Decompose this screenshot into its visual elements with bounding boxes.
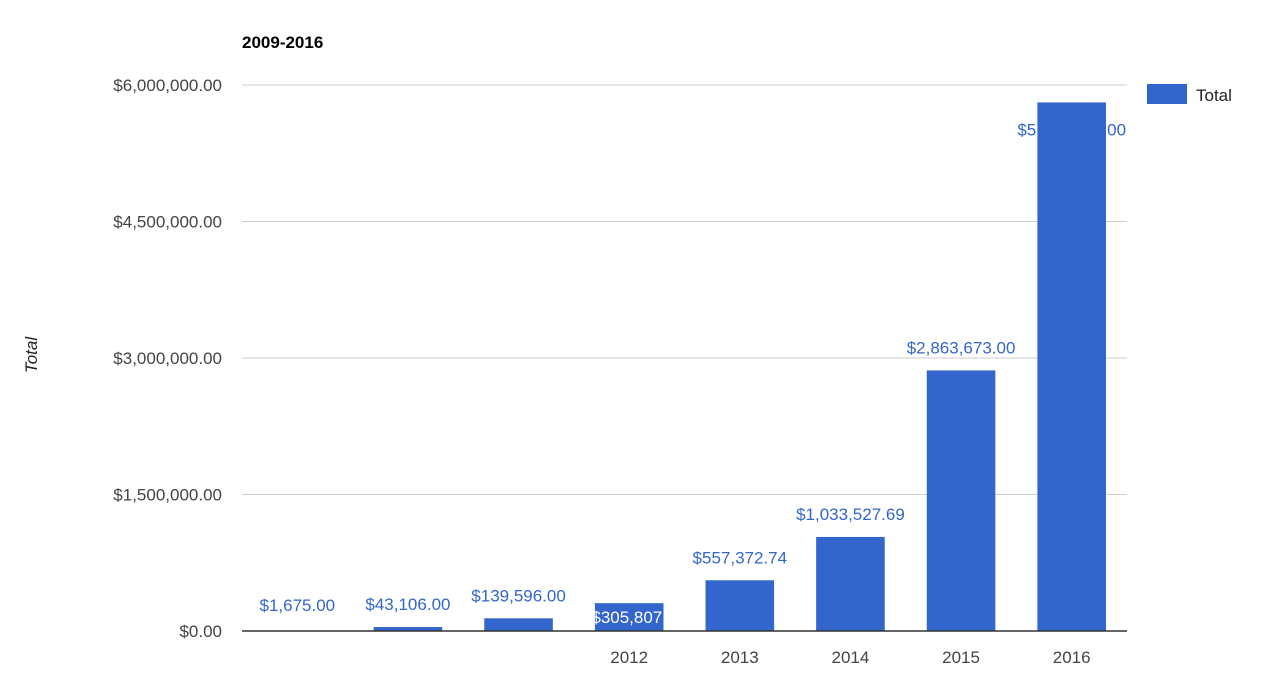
bar-data-label: $305,807.: [591, 608, 667, 627]
bar-data-label: $43,106.00: [365, 595, 450, 614]
bar-data-label: $2,863,673.00: [907, 338, 1016, 357]
x-axis-tick-labels: 2012 2013 2014 2015 2016: [610, 648, 1090, 667]
y-axis-title: Total: [22, 336, 41, 373]
chart-title: 2009-2016: [242, 33, 323, 52]
x-tick-label: 2014: [832, 648, 870, 667]
data-labels: $1,675.00 $43,106.00 $139,596.00 $305,807. $…: [259, 120, 1126, 627]
x-tick-label: 2012: [610, 648, 648, 667]
y-axis-tick-labels: $0.00 $1,500,000.00 $3,000,000.00 $4,500,00…: [113, 76, 222, 641]
bar: [484, 618, 553, 631]
legend-swatch-total: [1147, 84, 1187, 104]
bar: [594, 603, 664, 631]
legend-label-total: Total: [1196, 86, 1232, 105]
bar-data-label: $5,808,460.00: [1017, 120, 1126, 139]
bar: [816, 536, 885, 631]
x-tick-label: 2013: [721, 648, 759, 667]
y-tick-label: $0.00: [179, 622, 222, 641]
y-tick-label: $3,000,000.00: [113, 349, 222, 368]
bar-data-label: $1,675.00: [259, 596, 335, 615]
y-tick-label: $1,500,000.00: [113, 486, 222, 505]
bar: [373, 627, 443, 631]
legend: Total: [1147, 84, 1232, 105]
x-tick-label: 2015: [942, 648, 980, 667]
x-tick-label: 2016: [1053, 648, 1091, 667]
bar-data-label: $557,372.74: [693, 548, 788, 567]
y-tick-label: $6,000,000.00: [113, 76, 222, 95]
bar: [1037, 102, 1106, 632]
bar: [705, 580, 775, 631]
bar-data-label: $1,033,527.69: [796, 505, 905, 524]
bar-data-label: $139,596.00: [471, 586, 566, 605]
bar: [926, 370, 996, 631]
bars: [263, 102, 1106, 632]
y-tick-label: $4,500,000.00: [113, 213, 222, 232]
